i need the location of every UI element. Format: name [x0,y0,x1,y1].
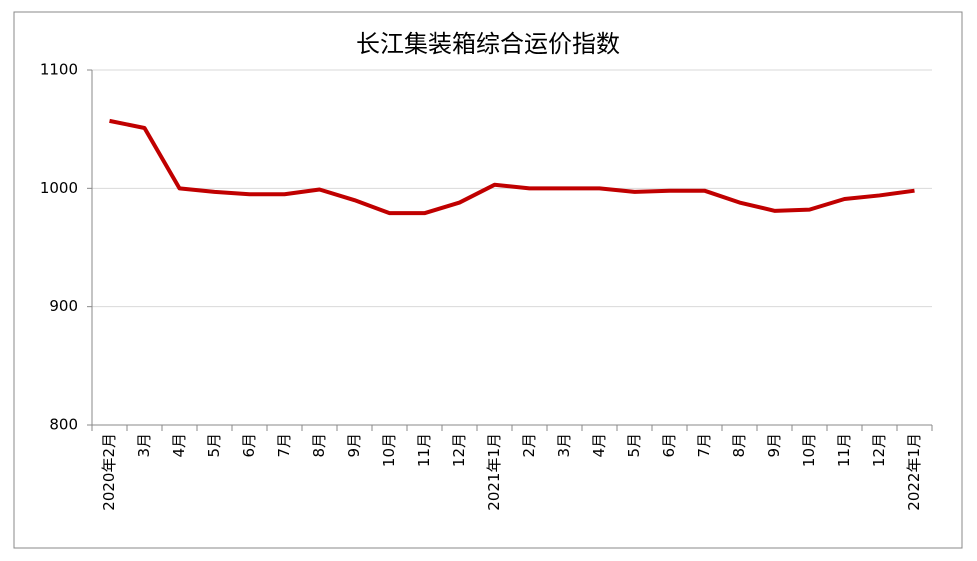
y-tick-label: 800 [49,416,78,434]
x-tick-label: 10月 [380,433,398,467]
x-tick-label: 11月 [415,433,433,467]
x-tick-label: 5月 [625,433,643,458]
x-tick-label: 12月 [450,433,468,467]
x-tick-label: 9月 [345,433,363,458]
x-tick-label: 3月 [555,433,573,458]
x-tick-label: 9月 [765,433,783,458]
chart-frame [13,11,963,549]
x-tick-label: 11月 [835,433,853,467]
x-tick-label: 6月 [660,433,678,458]
x-tick-label: 8月 [730,433,748,458]
x-tick-label: 10月 [800,433,818,467]
x-tick-label: 4月 [590,433,608,458]
x-tick-label: 8月 [310,433,328,458]
x-tick-label: 2022年1月 [905,433,923,511]
x-tick-label: 12月 [870,433,888,467]
x-tick-label: 3月 [135,433,153,458]
x-tick-label: 7月 [695,433,713,458]
y-tick-label: 1100 [40,61,78,79]
x-tick-label: 2月 [520,433,538,458]
data-line [109,118,915,216]
x-tick-label: 2020年2月 [100,433,118,511]
chart-title: 长江集装箱综合运价指数 [356,30,620,58]
y-tick-label: 1000 [40,179,78,197]
x-tick-label: 7月 [275,433,293,458]
x-tick-label: 2021年1月 [485,433,503,511]
x-tick-label: 6月 [240,433,258,458]
x-tick-label: 5月 [205,433,223,458]
x-tick-label: 4月 [170,433,188,458]
y-tick-label: 900 [49,297,78,315]
